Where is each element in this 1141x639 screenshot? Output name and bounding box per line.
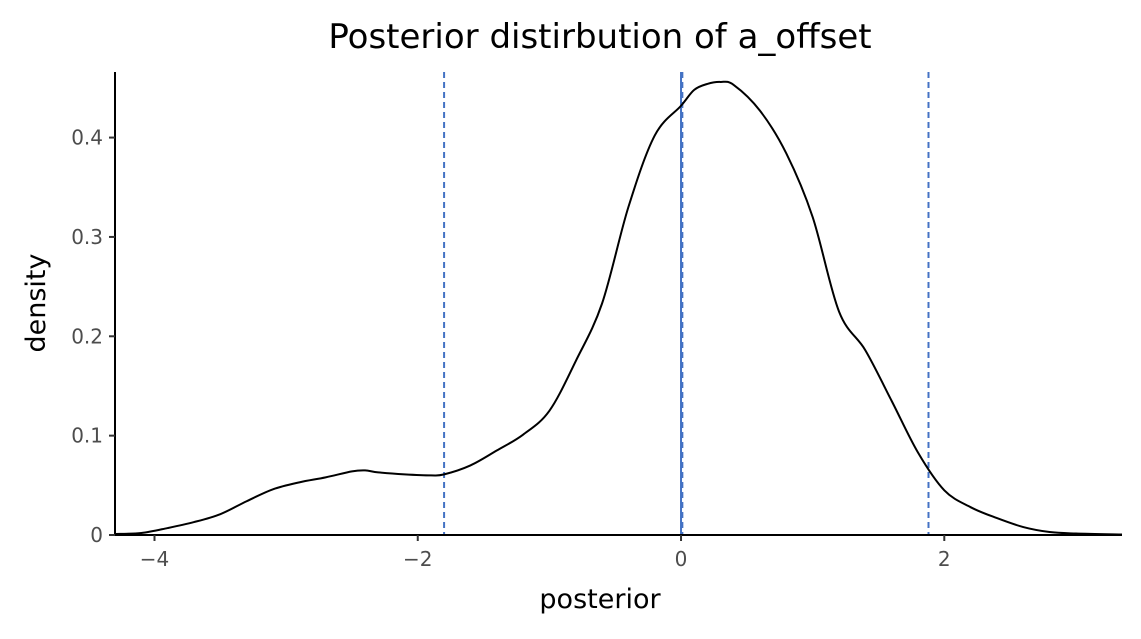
x-tick-label: 0 [675,547,688,571]
x-axis-ticks: −4 −2 0 2 [140,535,951,571]
y-tick-label: 0.2 [71,324,103,348]
reference-lines [443,72,930,535]
x-axis-label: posterior [539,584,661,615]
density-curve [114,80,1123,536]
y-axis-label: density [21,253,52,352]
y-axis-ticks: 0 0.1 0.2 0.3 0.4 [71,126,115,547]
y-tick-label: 0.1 [71,424,103,448]
x-tick-label: 2 [938,547,951,571]
y-tick-label: 0.3 [71,225,103,249]
y-tick-label: 0.4 [71,126,103,150]
x-tick-label: −4 [140,547,169,571]
series-layer [114,80,1123,536]
chart-title: Posterior distirbution of a_offset [328,17,871,57]
x-tick-label: −2 [403,547,432,571]
y-tick-label: 0 [90,523,103,547]
